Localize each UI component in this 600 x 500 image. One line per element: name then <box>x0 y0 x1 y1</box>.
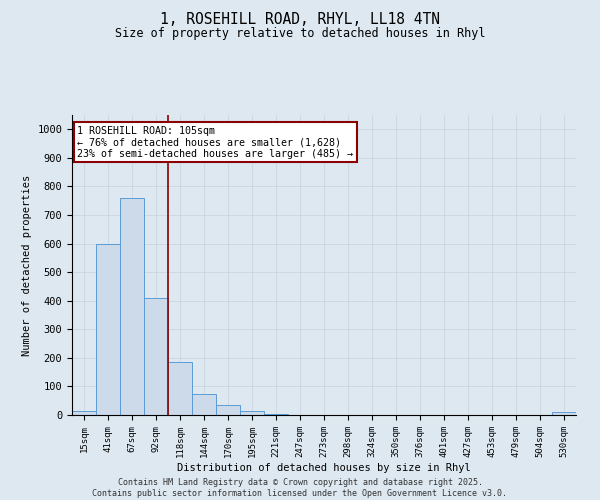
Text: 1, ROSEHILL ROAD, RHYL, LL18 4TN: 1, ROSEHILL ROAD, RHYL, LL18 4TN <box>160 12 440 28</box>
Bar <box>96 244 120 415</box>
Text: Contains HM Land Registry data © Crown copyright and database right 2025.
Contai: Contains HM Land Registry data © Crown c… <box>92 478 508 498</box>
Bar <box>72 410 96 415</box>
Bar <box>192 394 216 415</box>
Text: Size of property relative to detached houses in Rhyl: Size of property relative to detached ho… <box>115 28 485 40</box>
Bar <box>144 298 168 415</box>
Bar <box>264 414 288 415</box>
Y-axis label: Number of detached properties: Number of detached properties <box>22 174 32 356</box>
Text: 1 ROSEHILL ROAD: 105sqm
← 76% of detached houses are smaller (1,628)
23% of semi: 1 ROSEHILL ROAD: 105sqm ← 76% of detache… <box>77 126 353 158</box>
Bar <box>216 405 240 415</box>
Bar <box>552 412 576 415</box>
X-axis label: Distribution of detached houses by size in Rhyl: Distribution of detached houses by size … <box>177 462 471 472</box>
Bar <box>168 362 192 415</box>
Bar <box>120 198 144 415</box>
Bar <box>240 410 264 415</box>
